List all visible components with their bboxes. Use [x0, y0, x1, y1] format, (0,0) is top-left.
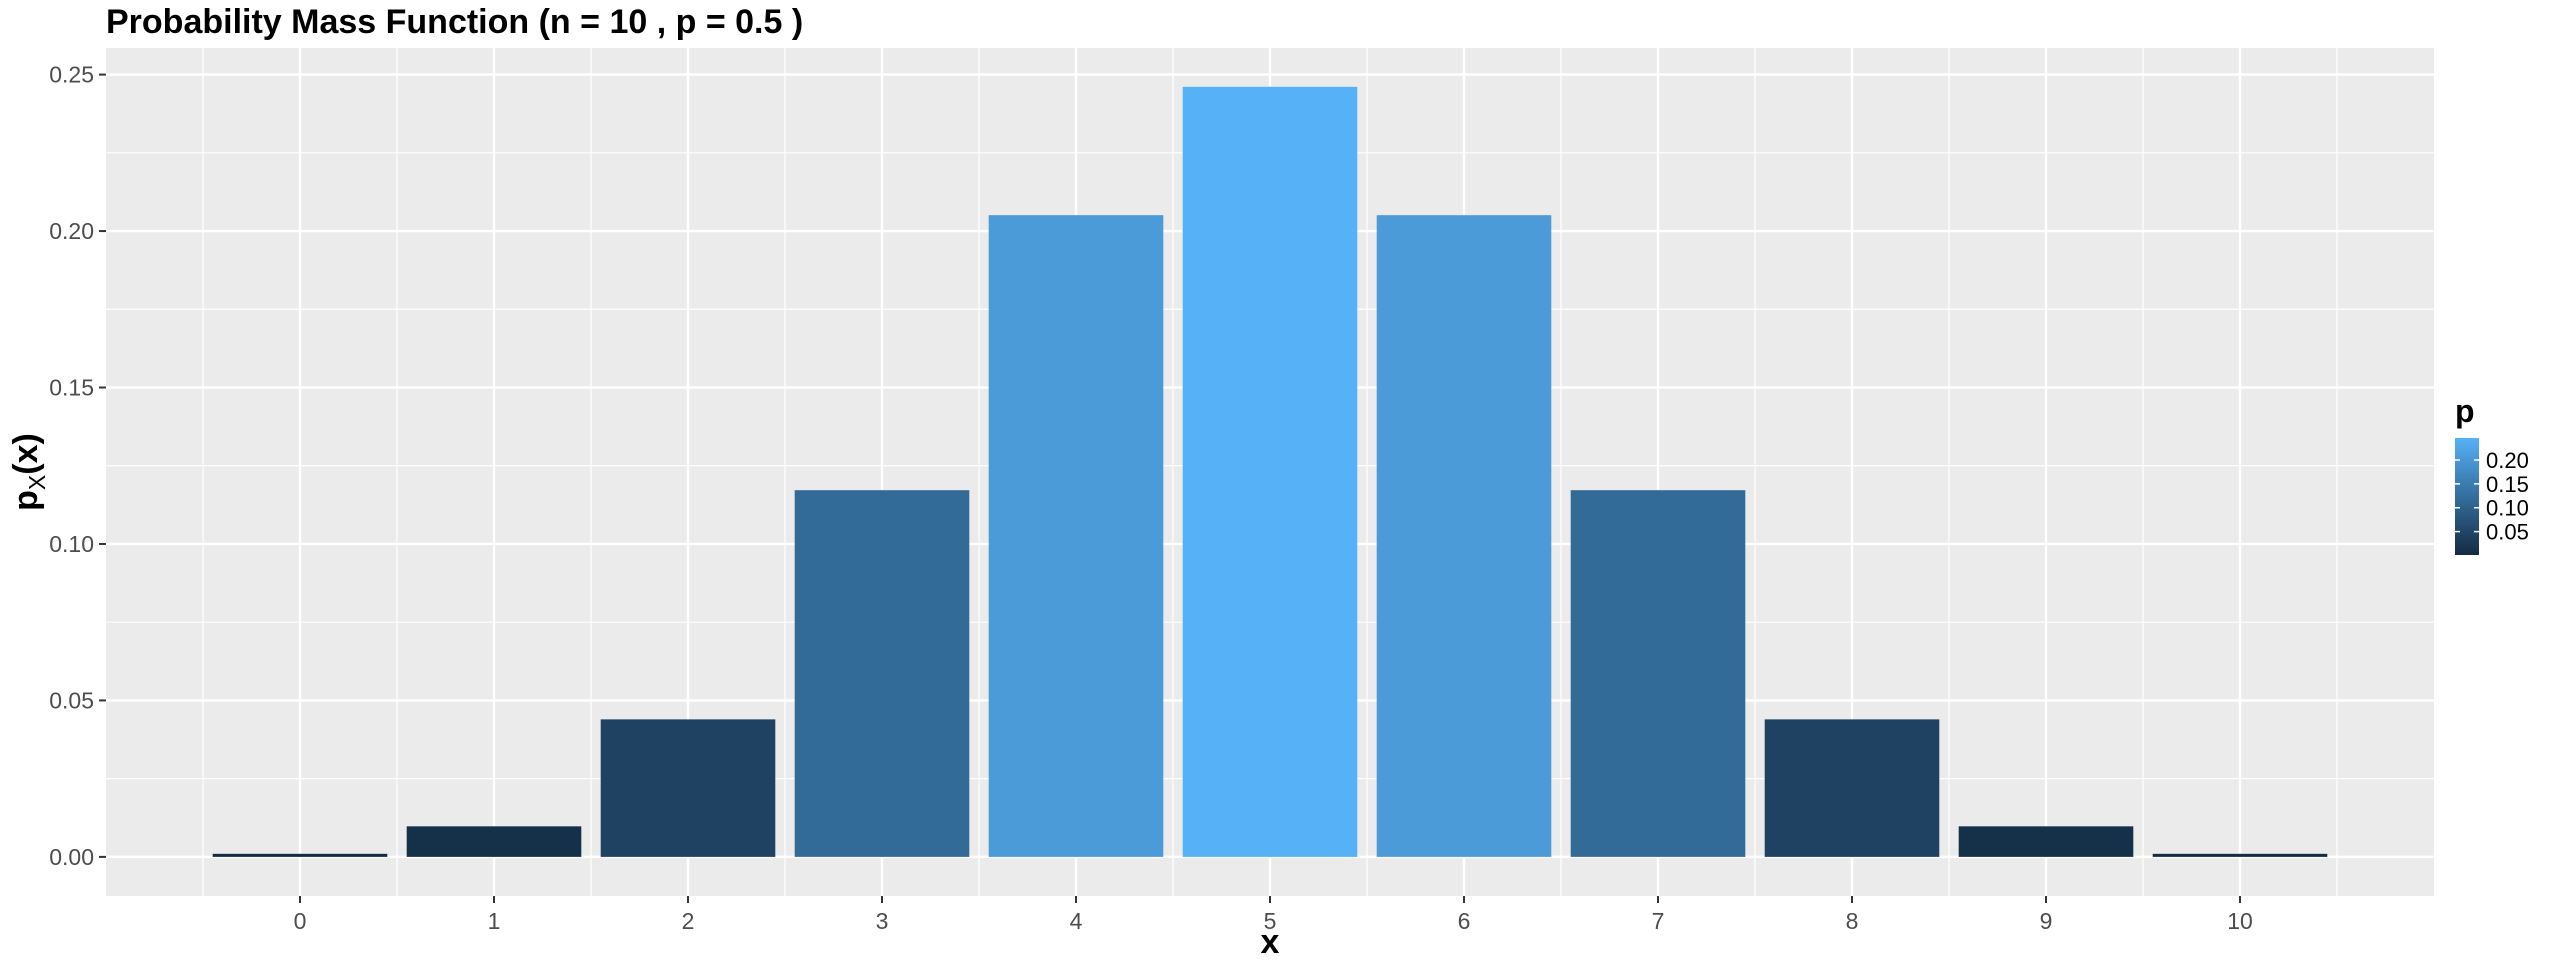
legend-label: 0.20 [2486, 448, 2529, 473]
y-tick-label: 0.20 [49, 218, 94, 244]
y-tick-label: 0.25 [49, 62, 94, 88]
legend-label: 0.10 [2486, 496, 2529, 521]
x-tick-label-7: 7 [1652, 908, 1665, 934]
x-tick-label-0: 0 [294, 908, 307, 934]
y-axis-title-main: p [7, 490, 45, 511]
bar-x-2 [600, 719, 776, 857]
x-tick-label-1: 1 [488, 908, 501, 934]
x-tick-label-3: 3 [876, 908, 889, 934]
x-tick-label-4: 4 [1070, 908, 1083, 934]
x-tick-label-10: 10 [2227, 908, 2253, 934]
chart-title: Probability Mass Function (n = 10 , p = … [106, 3, 803, 41]
y-tick-label: 0.00 [49, 844, 94, 870]
legend-label: 0.05 [2486, 520, 2529, 545]
bar-x-4 [988, 215, 1164, 857]
bar-x-7 [1570, 490, 1746, 857]
y-tick-label: 0.05 [49, 687, 94, 713]
x-tick-label-2: 2 [682, 908, 695, 934]
legend-colorbar [2455, 438, 2479, 555]
bar-x-9 [1958, 826, 2134, 857]
bar-x-0 [212, 853, 388, 857]
legend: p 0.200.150.100.05 [2455, 393, 2529, 555]
y-axis-title-subscript: X [24, 475, 50, 490]
x-tick-label-9: 9 [2040, 908, 2053, 934]
legend-labels: 0.200.150.100.05 [2455, 448, 2529, 545]
x-axis: 0 1 2 3 4 5 6 7 8 9 10 [294, 896, 2253, 934]
bar-x-6 [1376, 215, 1552, 857]
y-tick-label: 0.15 [49, 375, 94, 401]
x-tick-label-8: 8 [1846, 908, 1859, 934]
bars [212, 86, 2328, 857]
y-tick-label: 0.10 [49, 531, 94, 557]
x-tick-label-6: 6 [1458, 908, 1471, 934]
bar-x-5 [1182, 86, 1358, 857]
bar-x-10 [2152, 853, 2328, 857]
legend-label: 0.15 [2486, 472, 2529, 497]
bar-x-1 [406, 826, 582, 857]
y-axis-title: pX(x) [7, 433, 50, 511]
bar-x-8 [1764, 719, 1940, 857]
y-axis: 0.00 0.05 0.10 0.15 0.20 0.25 [49, 62, 106, 870]
legend-title: p [2455, 393, 2475, 429]
x-axis-title: x [1261, 923, 1280, 961]
y-axis-title-tail: (x) [7, 433, 45, 475]
x-tick-label-5: 5 [1264, 908, 1277, 934]
bar-x-3 [794, 490, 970, 857]
